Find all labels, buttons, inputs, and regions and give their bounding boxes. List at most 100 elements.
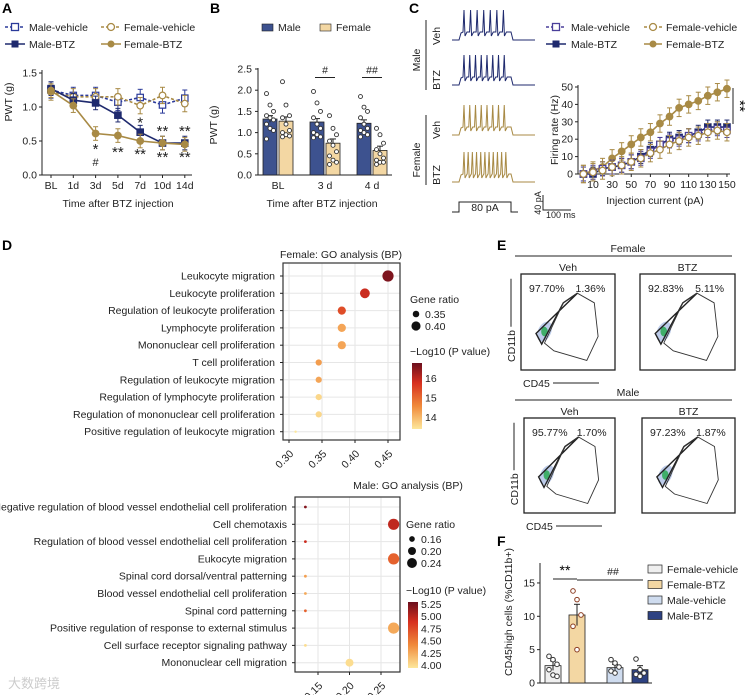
go-dot <box>304 505 307 509</box>
size-legend-label: 0.40 <box>425 321 446 333</box>
go-term-label: Mononuclear cell migration <box>162 657 288 669</box>
y-tick-label: 40 <box>561 99 573 111</box>
data-point <box>374 147 379 153</box>
gate-percent-right: 1.87% <box>696 427 726 439</box>
significance-marker: ## <box>607 566 619 578</box>
data-point <box>675 103 683 112</box>
data-point <box>314 100 320 106</box>
data-point <box>311 89 316 94</box>
go-title-male: Male: GO analysis (BP) <box>353 480 463 492</box>
size-legend-label: 0.35 <box>425 309 446 321</box>
watermark: 大数跨境 <box>8 676 60 691</box>
data-point <box>617 161 626 170</box>
plot-frame <box>294 496 401 673</box>
data-point <box>684 133 693 142</box>
condition-label: BTZ <box>431 70 443 90</box>
data-point <box>271 128 276 133</box>
go-dot <box>337 323 346 333</box>
series-line-female-vehicle <box>583 129 728 175</box>
y-axis-label: CD11b <box>506 330 518 362</box>
data-point <box>358 115 363 121</box>
y-tick-label: 50 <box>561 82 573 94</box>
data-point <box>598 166 607 175</box>
condition-label: BTZ <box>679 406 699 418</box>
x-tick-label: 4 d <box>365 180 380 192</box>
y-tick-label: 1.0 <box>22 102 37 114</box>
go-dot <box>294 430 297 433</box>
go-term-label: Eukocyte migration <box>198 553 287 565</box>
y-tick-label: 0.0 <box>22 170 37 182</box>
panel-label-f: F <box>497 533 506 549</box>
flow-plot-frame <box>523 417 616 514</box>
circle-marker-icon <box>106 22 116 32</box>
panel-label-c: C <box>409 0 419 16</box>
data-point <box>334 132 339 138</box>
legend-a: Male-vehicle Female-vehicle Male-BTZ Fem… <box>5 22 195 51</box>
group-label-male: Male <box>411 48 423 71</box>
size-legend-label: 0.20 <box>421 546 442 558</box>
colorbar-tick-label: 4.00 <box>421 660 442 672</box>
data-point <box>314 132 320 138</box>
data-point <box>287 128 292 133</box>
go-chart-male: Negative regulation of blood vessel endo… <box>0 496 486 695</box>
go-dot <box>315 411 322 418</box>
data-point <box>723 84 731 93</box>
x-tick-label: 10d <box>154 180 172 192</box>
go-title-female: Female: GO analysis (BP) <box>280 249 402 261</box>
data-point <box>703 128 712 137</box>
significance-marker: # <box>322 64 328 76</box>
legend-swatch <box>319 23 332 32</box>
size-legend-dot <box>412 310 420 318</box>
condition-label: BTZ <box>431 165 443 185</box>
data-point <box>271 108 276 114</box>
data-point <box>318 134 323 140</box>
go-term-label: Blood vessel endothelial cell proliferat… <box>97 588 287 600</box>
data-point <box>675 137 683 145</box>
y-tick-label: 2.0 <box>237 85 252 97</box>
go-dot <box>304 540 307 543</box>
data-point <box>616 664 622 670</box>
data-point <box>703 91 712 100</box>
significance-marker: ** <box>560 562 571 578</box>
size-legend-dot <box>408 547 416 555</box>
density-core <box>541 326 548 337</box>
legend-c: Male-vehicle Female-vehicle Male-BTZ Fem… <box>546 22 737 51</box>
data-point <box>271 117 276 123</box>
y-tick-label: 30 <box>561 116 573 128</box>
x-axis-label: CD45 <box>526 521 553 533</box>
flow-cytometry: Female Veh 97.70% 1.36% CD11b CD45 BTZ 92.83% 5.… <box>506 243 736 533</box>
legend-label: Male <box>278 22 301 34</box>
data-point <box>330 142 336 148</box>
y-tick-label: 1.5 <box>22 68 37 80</box>
data-point <box>608 163 617 171</box>
data-point <box>113 92 122 101</box>
condition-label: Veh <box>431 27 443 45</box>
data-point <box>374 125 379 131</box>
data-point <box>330 125 336 131</box>
stimulus-label: 80 pA <box>471 202 498 214</box>
y-tick-label: 0.5 <box>22 136 37 148</box>
y-tick-label: 1.5 <box>237 106 252 118</box>
data-point <box>69 101 78 110</box>
x-axis-label: CD45 <box>523 378 550 390</box>
legend-label: Female-BTZ <box>124 39 183 51</box>
circle-marker-icon <box>107 40 115 48</box>
condition-label: Veh <box>560 406 578 418</box>
scale-bar <box>542 195 571 211</box>
go-dot <box>304 644 307 647</box>
go-dot <box>315 359 322 366</box>
circle-marker-icon <box>648 22 658 32</box>
significance-marker: ** <box>134 146 146 163</box>
data-point <box>554 673 560 680</box>
gate-percent-left: 95.77% <box>532 427 568 439</box>
flow-plot-frame <box>639 273 736 371</box>
go-term-label: Positive regulation of leukocyte migrati… <box>84 426 275 438</box>
significance-marker: ** <box>179 123 191 140</box>
data-point <box>617 147 626 156</box>
legend-label: Male-BTZ <box>667 611 714 623</box>
data-point <box>637 666 643 673</box>
flow-plot-frame <box>641 417 736 514</box>
voltage-trace <box>452 151 535 183</box>
